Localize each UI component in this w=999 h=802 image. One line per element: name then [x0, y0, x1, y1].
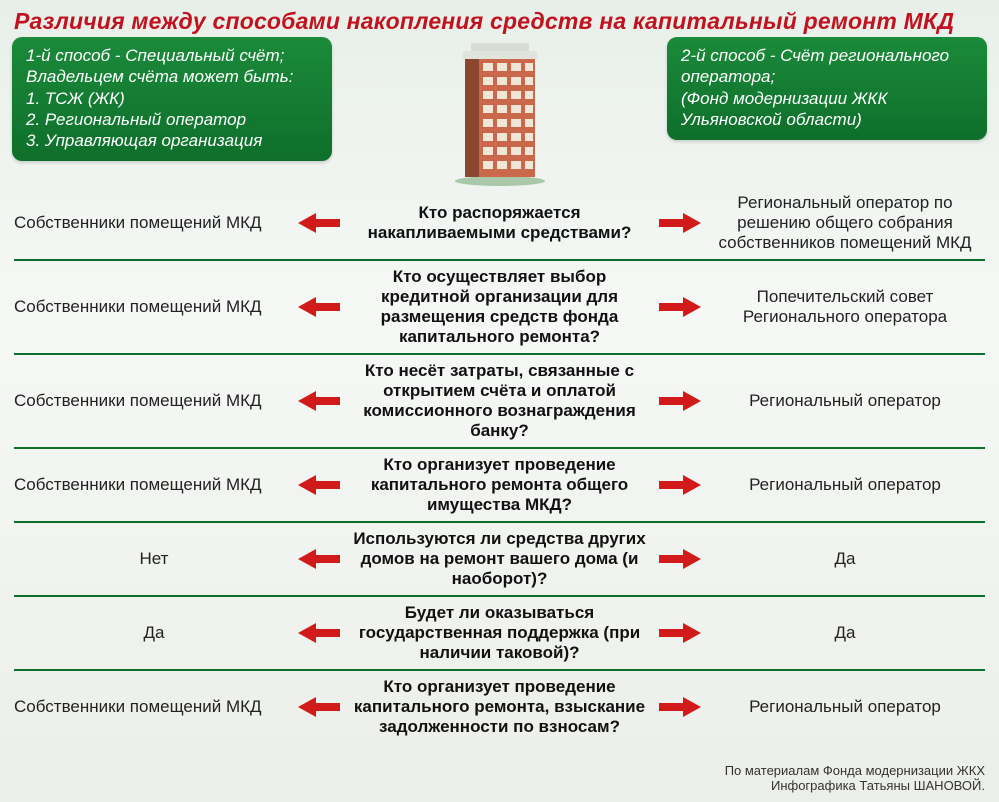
question: Будет ли оказываться государственная под…	[344, 603, 655, 663]
answer-right: Да	[705, 623, 985, 643]
answer-right: Региональный оператор	[705, 475, 985, 495]
box1-line1: 1-й способ - Специальный счёт;	[26, 45, 318, 66]
box1-item3: 3. Управляющая организация	[26, 130, 318, 151]
arrow-left-icon	[294, 621, 344, 645]
arrow-left-icon	[294, 695, 344, 719]
credits-line2: Инфографика Татьяны ШАНОВОЙ.	[725, 778, 985, 794]
arrow-right-icon	[655, 211, 705, 235]
arrow-right-icon	[655, 295, 705, 319]
question: Кто осуществляет выбор кредитной организ…	[344, 267, 655, 347]
arrow-left-icon	[294, 473, 344, 497]
box2-line2: оператора;	[681, 66, 973, 87]
arrow-left-icon	[294, 295, 344, 319]
arrow-left-icon	[294, 389, 344, 413]
header-row: 1-й способ - Специальный счёт; Владельце…	[0, 37, 999, 187]
answer-left: Нет	[14, 549, 294, 569]
table-row: Собственники помещений МКД Кто организуе…	[14, 669, 985, 743]
box2-line3: (Фонд модернизации ЖКК	[681, 88, 973, 109]
method-2-box: 2-й способ - Счёт регионального оператор…	[667, 37, 987, 140]
arrow-left-icon	[294, 211, 344, 235]
question: Используются ли средства других домов на…	[344, 529, 655, 589]
arrow-left-icon	[294, 547, 344, 571]
table-row: Собственники помещений МКД Кто организуе…	[14, 447, 985, 521]
method-1-box: 1-й способ - Специальный счёт; Владельце…	[12, 37, 332, 161]
answer-left: Собственники помещений МКД	[14, 391, 294, 411]
answer-left: Собственники помещений МКД	[14, 475, 294, 495]
box2-line1: 2-й способ - Счёт регионального	[681, 45, 973, 66]
answer-left: Собственники помещений МКД	[14, 697, 294, 717]
credits-line1: По материалам Фонда модернизации ЖКХ	[725, 763, 985, 779]
answer-left: Собственники помещений МКД	[14, 297, 294, 317]
box1-item2: 2. Региональный оператор	[26, 109, 318, 130]
box1-line2: Владельцем счёта может быть:	[26, 66, 318, 87]
table-row: Собственники помещений МКД Кто распоряжа…	[14, 187, 985, 259]
answer-right: Региональный оператор по решению общего …	[705, 193, 985, 253]
answer-right: Региональный оператор	[705, 697, 985, 717]
credits: По материалам Фонда модернизации ЖКХ Инф…	[725, 763, 985, 794]
table-row: Собственники помещений МКД Кто несёт зат…	[14, 353, 985, 447]
arrow-right-icon	[655, 547, 705, 571]
question: Кто распоряжается накапливаемыми средств…	[344, 203, 655, 243]
question: Кто организует проведение капитального р…	[344, 455, 655, 515]
box2-line4: Ульяновской области)	[681, 109, 973, 130]
arrow-right-icon	[655, 473, 705, 497]
answer-left: Да	[14, 623, 294, 643]
table-row: Нет Используются ли средства других домо…	[14, 521, 985, 595]
page-title: Различия между способами накопления сред…	[0, 0, 999, 37]
answer-right: Попечительский совет Регионального опера…	[705, 287, 985, 327]
question: Кто несёт затраты, связанные с открытием…	[344, 361, 655, 441]
answer-right: Региональный оператор	[705, 391, 985, 411]
table-row: Собственники помещений МКД Кто осуществл…	[14, 259, 985, 353]
building-illustration	[340, 37, 659, 187]
table-row: Да Будет ли оказываться государственная …	[14, 595, 985, 669]
answer-left: Собственники помещений МКД	[14, 213, 294, 233]
question: Кто организует проведение капитального р…	[344, 677, 655, 737]
arrow-right-icon	[655, 695, 705, 719]
answer-right: Да	[705, 549, 985, 569]
box1-item1: 1. ТСЖ (ЖК)	[26, 88, 318, 109]
arrow-right-icon	[655, 389, 705, 413]
arrow-right-icon	[655, 621, 705, 645]
comparison-table: Собственники помещений МКД Кто распоряжа…	[0, 187, 999, 743]
